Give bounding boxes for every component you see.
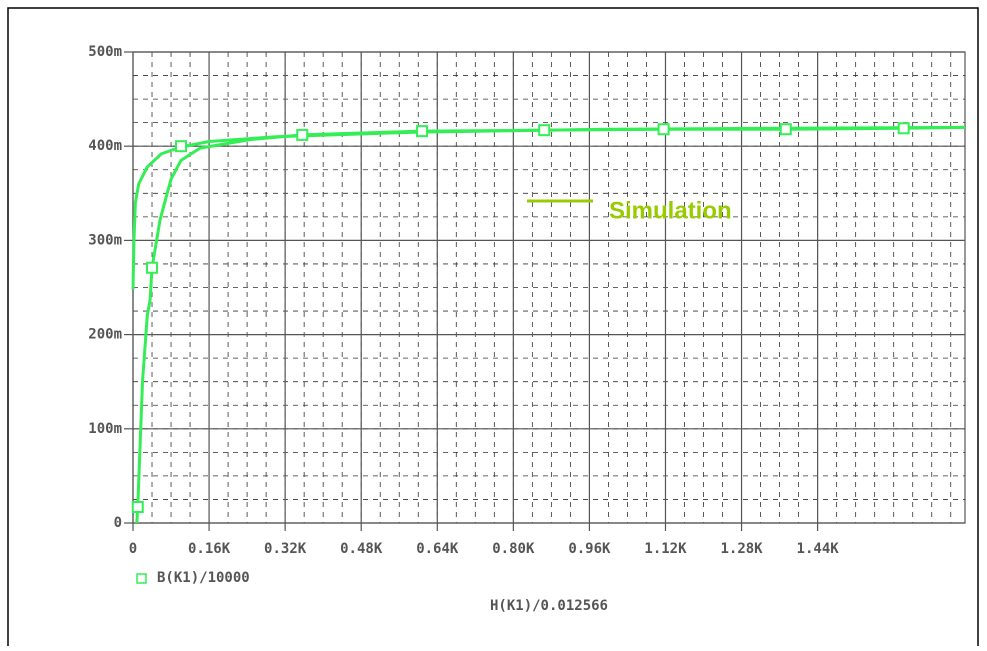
marker [538, 124, 551, 137]
marker [779, 123, 792, 136]
x-tick-label: 0.96K [568, 541, 611, 557]
marker [897, 122, 910, 135]
frame [7, 7, 979, 651]
y-tick-label: 0 [114, 515, 122, 531]
x-tick-label: 1.44K [797, 541, 840, 557]
y-tick-label: 500m [88, 44, 122, 60]
x-tick-label: 0.80K [492, 541, 535, 557]
x-tick-label: 0.48K [340, 541, 383, 557]
marker [657, 123, 670, 136]
legend-marker [136, 573, 147, 584]
series-line [135, 125, 966, 524]
x-tick-label: 0.16K [188, 541, 231, 557]
x-tick-label: 1.12K [644, 541, 687, 557]
y-tick-label: 200m [88, 327, 122, 343]
marker [146, 261, 159, 274]
x-tick-label: 0 [129, 541, 137, 557]
marker [131, 500, 144, 513]
marker [175, 140, 188, 153]
y-tick-label: 300m [88, 232, 122, 248]
x-axis-label: H(K1)/0.012566 [490, 598, 608, 614]
annotation-text: Simulation [609, 197, 732, 224]
y-tick-label: 100m [88, 421, 122, 437]
legend-label: B(K1)/10000 [157, 570, 250, 586]
x-tick-label: 1.28K [720, 541, 763, 557]
marker [416, 125, 429, 138]
series-line [131, 125, 966, 290]
marker [296, 128, 309, 141]
x-tick-label: 0.64K [416, 541, 459, 557]
x-tick-label: 0.32K [264, 541, 307, 557]
y-tick-label: 400m [88, 138, 122, 154]
